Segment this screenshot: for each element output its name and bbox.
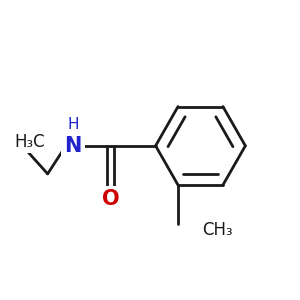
Text: CH₃: CH₃ bbox=[202, 221, 232, 239]
Text: H₃C: H₃C bbox=[14, 133, 45, 151]
Text: O: O bbox=[102, 189, 120, 209]
Text: N: N bbox=[64, 136, 82, 156]
Text: H: H bbox=[67, 117, 79, 132]
